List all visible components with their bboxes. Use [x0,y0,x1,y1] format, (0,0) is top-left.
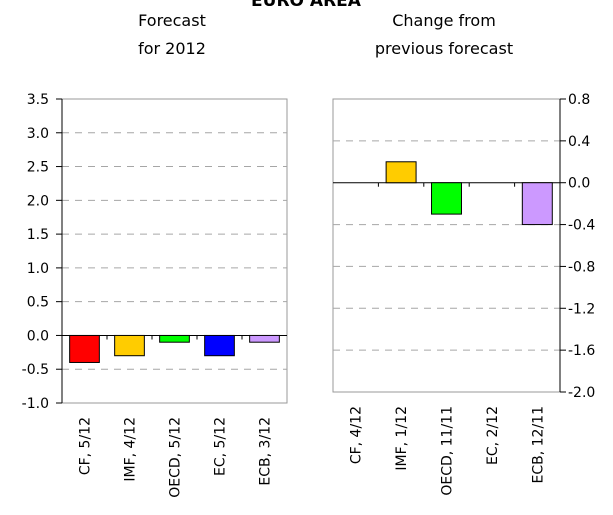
change-plot-area [332,98,561,393]
change-category-label: OECD, 11/11 [440,406,456,496]
forecast-panel: 3.5 3.0 2.5 2.0 1.5 1.0 0.5 0.0 -0.5 -1.0 CF, 5/12… [22,92,288,498]
forecast-y-tick-label: 0.0 [27,328,49,344]
change-y-tick-label: 0.0 [568,176,590,192]
forecast-y-tick-label: 2.5 [27,160,49,176]
change-y-tick-label: 0.4 [568,134,590,150]
forecast-y-tick-label: -1.0 [22,396,49,412]
forecast-bar [69,334,100,363]
change-y-tick-label: 0.8 [568,92,590,108]
change-category-label: IMF, 1/12 [394,406,410,471]
forecast-category-label: CF, 5/12 [78,417,94,475]
forecast-bar [249,334,280,343]
forecast-category-label: ECB, 3/12 [258,417,274,486]
change-category-label: EC, 2/12 [485,406,501,465]
forecast-y-tick-label: -0.5 [22,362,49,378]
change-y-tick-label: -2.0 [568,385,595,401]
forecast-y-tick-label: 3.0 [27,126,49,142]
change-category-label: CF, 4/12 [349,406,365,464]
change-bar [521,182,553,226]
forecast-y-tick-label: 3.5 [27,92,49,108]
forecast-y-tick-label: 2.0 [27,193,49,209]
forecast-category-label: EC, 5/12 [213,417,229,476]
forecast-y-tick-label: 0.5 [27,295,49,311]
forecast-category-label: OECD, 5/12 [168,417,184,498]
forecast-bar [204,334,235,357]
change-y-tick-label: -0.8 [568,259,595,275]
change-y-tick-label: -1.2 [568,301,595,317]
left-subtitle-line-2: for 2012 [138,39,206,58]
forecast-bar [159,334,190,343]
right-subtitle-line-2: previous forecast [375,39,513,58]
forecast-bar [114,334,145,357]
right-subtitle-line-1: Change from [392,11,496,30]
change-y-tick-label: -1.6 [568,343,595,359]
change-bar [431,182,462,215]
change-panel: 0.8 0.4 0.0 -0.4 -0.8 -1.2 -1.6 -2.0 CF, 4/12 IMF… [332,92,595,496]
forecast-y-tick-label: 1.0 [27,261,49,277]
chart-title: EURO AREA [251,0,362,11]
change-category-label: ECB, 12/11 [530,406,546,483]
change-y-tick-label: -0.4 [568,218,595,234]
change-bar [385,161,417,184]
forecast-category-label: IMF, 4/12 [123,417,139,482]
forecast-y-tick-label: 1.5 [27,227,49,243]
left-subtitle-line-1: Forecast [138,11,206,30]
